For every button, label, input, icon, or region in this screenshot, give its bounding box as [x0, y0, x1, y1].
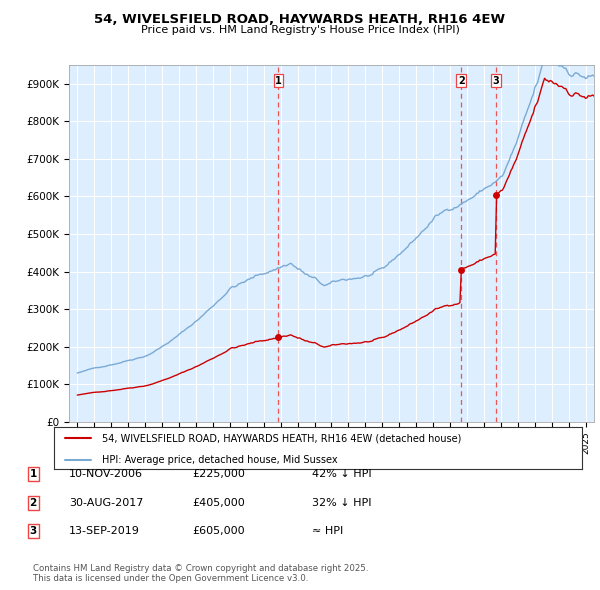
- Text: £225,000: £225,000: [192, 470, 245, 479]
- Text: 2: 2: [29, 498, 37, 507]
- Text: 3: 3: [493, 76, 499, 86]
- Text: 30-AUG-2017: 30-AUG-2017: [69, 498, 143, 507]
- Text: 1: 1: [29, 470, 37, 479]
- Text: 54, WIVELSFIELD ROAD, HAYWARDS HEATH, RH16 4EW: 54, WIVELSFIELD ROAD, HAYWARDS HEATH, RH…: [94, 13, 506, 26]
- Text: 2: 2: [458, 76, 464, 86]
- Text: ≈ HPI: ≈ HPI: [312, 526, 343, 536]
- Text: 10-NOV-2006: 10-NOV-2006: [69, 470, 143, 479]
- Text: £405,000: £405,000: [192, 498, 245, 507]
- Text: 13-SEP-2019: 13-SEP-2019: [69, 526, 140, 536]
- Text: 1: 1: [275, 76, 282, 86]
- Text: Price paid vs. HM Land Registry's House Price Index (HPI): Price paid vs. HM Land Registry's House …: [140, 25, 460, 35]
- Text: 32% ↓ HPI: 32% ↓ HPI: [312, 498, 371, 507]
- Text: 3: 3: [29, 526, 37, 536]
- Text: £605,000: £605,000: [192, 526, 245, 536]
- Text: HPI: Average price, detached house, Mid Sussex: HPI: Average price, detached house, Mid …: [101, 455, 337, 465]
- Text: 42% ↓ HPI: 42% ↓ HPI: [312, 470, 371, 479]
- Text: 54, WIVELSFIELD ROAD, HAYWARDS HEATH, RH16 4EW (detached house): 54, WIVELSFIELD ROAD, HAYWARDS HEATH, RH…: [101, 434, 461, 444]
- Text: Contains HM Land Registry data © Crown copyright and database right 2025.
This d: Contains HM Land Registry data © Crown c…: [33, 563, 368, 583]
